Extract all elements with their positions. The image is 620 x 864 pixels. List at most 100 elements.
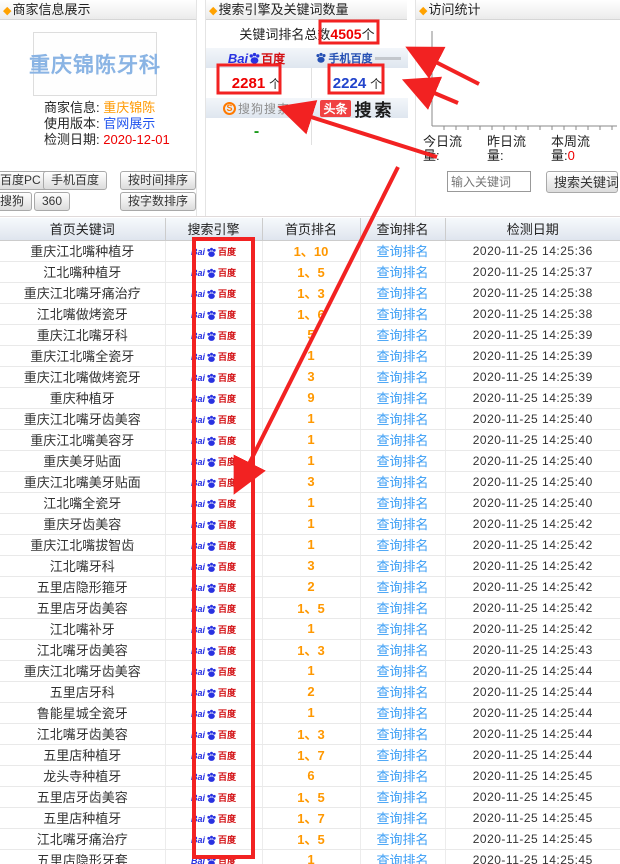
query-rank-cell: 查询排名: [360, 261, 446, 283]
baidu-paw-icon: [207, 457, 216, 467]
table-row: 五里店牙科 Bai 百度 2 查询排名 2020-11-25 14:25:44: [0, 681, 620, 703]
query-rank-cell: 查询排名: [360, 366, 446, 388]
query-rank-link[interactable]: 查询排名: [376, 537, 429, 553]
table-row: 龙头寺种植牙 Bai 百度 6 查询排名 2020-11-25 14:25:45: [0, 765, 620, 787]
query-rank-link[interactable]: 查询排名: [376, 558, 429, 574]
table-row: 江北嘴补牙 Bai 百度 1 查询排名 2020-11-25 14:25:42: [0, 618, 620, 640]
separator-line: [0, 216, 620, 217]
baidu-logo-icon: Bai 百度: [190, 813, 237, 824]
query-rank-link[interactable]: 查询排名: [376, 852, 429, 864]
baidu-logo-icon: Bai 百度: [190, 750, 237, 761]
query-rank-link[interactable]: 查询排名: [376, 726, 429, 742]
rank-cell: 1: [262, 429, 361, 451]
rank-cell: 3: [262, 366, 361, 388]
visits-panel-header: ◆访问统计: [416, 0, 620, 20]
query-rank-link[interactable]: 查询排名: [376, 768, 429, 784]
query-rank-link[interactable]: 查询排名: [376, 810, 429, 826]
engine-cell: Bai 百度: [165, 765, 263, 787]
query-rank-link[interactable]: 查询排名: [376, 684, 429, 700]
query-rank-link[interactable]: 查询排名: [376, 495, 429, 511]
engines-panel-header: ◆搜索引擎及关键词数量: [206, 0, 407, 20]
query-rank-link[interactable]: 查询排名: [376, 705, 429, 721]
query-rank-link[interactable]: 查询排名: [376, 453, 429, 469]
keyword-cell: 五里店牙科: [0, 681, 166, 703]
baidu-logo-icon: Bai 百度: [190, 435, 237, 446]
keyword-cell: 鲁能星城全瓷牙: [0, 702, 166, 724]
query-rank-link[interactable]: 查询排名: [376, 474, 429, 490]
query-rank-link[interactable]: 查询排名: [376, 600, 429, 616]
filter-baidu-pc-button[interactable]: 百度PC: [0, 171, 49, 190]
sort-by-time-button[interactable]: 按时间排序: [120, 171, 197, 190]
engine-cell: Bai 百度: [165, 576, 263, 598]
date-cell: 2020-11-25 14:25:38: [445, 282, 620, 304]
query-rank-link[interactable]: 查询排名: [376, 264, 429, 280]
header-home-rank: 首页排名: [261, 218, 361, 241]
engine-cell: Bai 百度: [165, 786, 263, 808]
query-rank-link[interactable]: 查询排名: [376, 306, 429, 322]
keyword-cell: 江北嘴牙痛治疗: [0, 828, 166, 850]
query-rank-link[interactable]: 查询排名: [376, 411, 429, 427]
baidu-logo-icon: Bai 百度: [190, 498, 237, 509]
baidu-logo-icon: Bai 百度: [190, 603, 237, 614]
rank-cell: 1: [262, 492, 361, 514]
query-rank-link[interactable]: 查询排名: [376, 516, 429, 532]
keyword-search-button[interactable]: 搜索关键词: [546, 171, 619, 193]
date-cell: 2020-11-25 14:25:39: [445, 345, 620, 367]
engine-cell: Bai 百度: [165, 660, 263, 682]
filter-sogou-button[interactable]: 搜狗: [0, 192, 33, 211]
keyword-table-body: 重庆江北嘴种植牙 Bai 百度 1、10 查询排名 2020-11-25 14:…: [0, 240, 620, 864]
engine-cell: Bai 百度: [165, 849, 263, 864]
table-row: 江北嘴牙齿美容 Bai 百度 1、3 查询排名 2020-11-25 14:25…: [0, 639, 620, 661]
today-traffic: 今日流量:: [423, 134, 463, 163]
baidu-paw-icon: [207, 331, 216, 341]
table-row: 五里店种植牙 Bai 百度 1、7 查询排名 2020-11-25 14:25:…: [0, 807, 620, 829]
date-cell: 2020-11-25 14:25:40: [445, 492, 620, 514]
version-line: 使用版本: 官网展示: [44, 116, 156, 131]
query-rank-link[interactable]: 查询排名: [376, 327, 429, 343]
query-rank-link[interactable]: 查询排名: [376, 369, 429, 385]
query-rank-link[interactable]: 查询排名: [376, 663, 429, 679]
week-traffic-value: 0: [567, 148, 575, 163]
grid-divider: [311, 48, 312, 145]
query-rank-link[interactable]: 查询排名: [376, 621, 429, 637]
query-rank-link[interactable]: 查询排名: [376, 579, 429, 595]
query-rank-cell: 查询排名: [360, 471, 446, 493]
query-rank-cell: 查询排名: [360, 618, 446, 640]
engine-logo-row-2: S 搜狗搜索 头条 搜索: [206, 98, 408, 120]
query-rank-link[interactable]: 查询排名: [376, 390, 429, 406]
query-rank-link[interactable]: 查询排名: [376, 432, 429, 448]
filter-360-button[interactable]: 360: [34, 192, 71, 211]
engine-cell: Bai 百度: [165, 555, 263, 577]
sort-by-words-button[interactable]: 按字数排序: [120, 192, 197, 211]
query-rank-link[interactable]: 查询排名: [376, 831, 429, 847]
baidu-pc-count: 2281 个: [231, 74, 282, 92]
keyword-cell: 龙头寺种植牙: [0, 765, 166, 787]
sogou-count: -: [253, 122, 260, 140]
baidu-paw-icon: [207, 520, 216, 530]
baidu-paw-icon: [207, 814, 216, 824]
date-cell: 2020-11-25 14:25:40: [445, 408, 620, 430]
date-cell: 2020-11-25 14:25:42: [445, 555, 620, 577]
baidu-paw-icon: [207, 751, 216, 761]
engine-cell: Bai 百度: [165, 744, 263, 766]
baidu-paw-icon: [207, 268, 216, 278]
filter-mobile-baidu-button[interactable]: 手机百度: [43, 171, 108, 190]
keyword-cell: 重庆江北嘴全瓷牙: [0, 345, 166, 367]
query-rank-link[interactable]: 查询排名: [376, 789, 429, 805]
query-rank-link[interactable]: 查询排名: [376, 348, 429, 364]
keyword-search-input[interactable]: [447, 171, 531, 192]
query-rank-link[interactable]: 查询排名: [376, 747, 429, 763]
query-rank-cell: 查询排名: [360, 765, 446, 787]
engine-cell: Bai 百度: [165, 366, 263, 388]
query-rank-link[interactable]: 查询排名: [376, 285, 429, 301]
rank-cell: 1: [262, 849, 361, 864]
baidu-logo-icon: Bai 百度: [190, 708, 237, 719]
merchant-name-line: 商家信息: 重庆锦陈: [44, 100, 156, 115]
query-rank-cell: 查询排名: [360, 597, 446, 619]
engine-cell: Bai 百度: [165, 828, 263, 850]
query-rank-link[interactable]: 查询排名: [376, 243, 429, 259]
keyword-cell: 江北嘴种植牙: [0, 261, 166, 283]
rank-cell: 1: [262, 450, 361, 472]
engine-cell: Bai 百度: [165, 807, 263, 829]
query-rank-link[interactable]: 查询排名: [376, 642, 429, 658]
